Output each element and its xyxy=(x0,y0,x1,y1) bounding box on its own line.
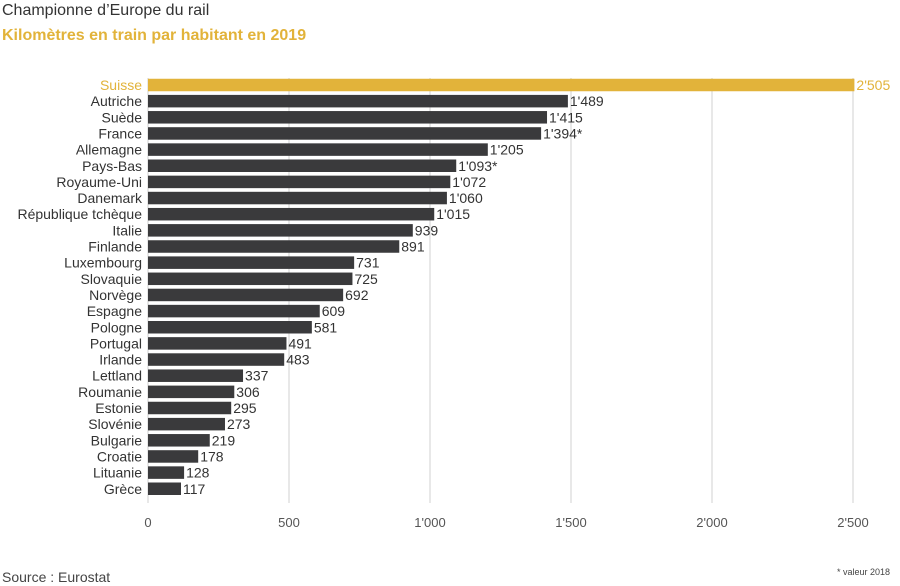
bar xyxy=(148,207,435,221)
value-label: 609 xyxy=(322,303,346,319)
bar xyxy=(148,111,548,124)
category-label: Slovaquie xyxy=(81,271,143,287)
value-label: 692 xyxy=(345,287,369,303)
category-label: Estonie xyxy=(95,400,142,416)
source-note: Source : Eurostat xyxy=(2,569,111,585)
chart-subtitle: Kilomètres en train par habitant en 2019 xyxy=(2,27,307,44)
value-label: 939 xyxy=(415,222,439,238)
bar xyxy=(148,385,235,399)
value-label: 128 xyxy=(186,465,210,481)
bar xyxy=(148,466,185,479)
value-label: 731 xyxy=(356,255,380,271)
value-label: 725 xyxy=(354,271,378,287)
value-label: 219 xyxy=(212,432,236,448)
category-label: Irlande xyxy=(99,352,142,368)
value-label: 1'394* xyxy=(543,125,583,141)
value-label: 2'505 xyxy=(856,77,890,93)
bar xyxy=(148,288,344,302)
x-tick-label: 500 xyxy=(278,515,300,530)
bar xyxy=(148,143,488,156)
category-label: Norvège xyxy=(89,287,142,303)
category-label: Slovénie xyxy=(88,416,142,432)
value-label: 1'415 xyxy=(549,109,583,125)
value-label: 337 xyxy=(245,368,269,384)
value-label: 491 xyxy=(288,335,312,351)
x-tick-label: 1'000 xyxy=(414,515,445,530)
category-label: Roumanie xyxy=(78,384,142,400)
category-label: Pays-Bas xyxy=(82,158,142,174)
x-tick-label: 2'000 xyxy=(696,515,727,530)
bar xyxy=(148,304,320,318)
chart-title: Championne d’Europe du rail xyxy=(2,2,210,19)
value-label: 273 xyxy=(227,416,251,432)
bars xyxy=(148,78,855,495)
category-label: Portugal xyxy=(90,335,142,351)
value-label: 1'072 xyxy=(452,174,486,190)
value-label: 295 xyxy=(233,400,257,416)
bar xyxy=(148,224,413,237)
category-label: Bulgarie xyxy=(91,432,143,448)
category-label: Allemagne xyxy=(76,142,142,158)
x-tick-label: 1'500 xyxy=(555,515,586,530)
bar xyxy=(148,401,232,415)
value-label: 1'015 xyxy=(436,206,470,222)
bar xyxy=(148,272,353,286)
bar xyxy=(148,450,199,463)
bar xyxy=(148,482,181,495)
category-label: France xyxy=(98,125,142,141)
bar xyxy=(148,127,542,140)
bar xyxy=(148,78,855,92)
category-label: Espagne xyxy=(87,303,142,319)
category-label: République tchèque xyxy=(17,206,142,222)
bar xyxy=(148,191,447,205)
category-label: Suède xyxy=(102,109,143,125)
value-label: 483 xyxy=(286,352,310,368)
bar xyxy=(148,240,400,253)
bar xyxy=(148,434,210,447)
value-label: 306 xyxy=(236,384,260,400)
category-label: Royaume-Uni xyxy=(56,174,142,190)
value-label: 1'205 xyxy=(490,142,524,158)
category-label: Pologne xyxy=(91,319,143,335)
category-label: Luxembourg xyxy=(64,255,142,271)
x-tick-label: 2'500 xyxy=(837,515,868,530)
category-label: Lettland xyxy=(92,368,142,384)
bar xyxy=(148,417,225,431)
bar xyxy=(148,175,451,189)
bar xyxy=(148,353,285,366)
category-label: Italie xyxy=(112,222,142,238)
x-axis-ticks: 0 500 1'000 1'500 2'000 2'500 xyxy=(144,515,868,530)
x-tick-label: 0 xyxy=(144,515,151,530)
footnote: * valeur 2018 xyxy=(836,567,890,577)
value-label: 1'093* xyxy=(458,158,498,174)
value-label: 178 xyxy=(200,448,224,464)
value-label: 117 xyxy=(183,481,206,497)
labels: Suisse 2'505 Autriche 1'489 Suède 1'415 France… xyxy=(17,77,890,497)
bar xyxy=(148,369,244,382)
category-label: Danemark xyxy=(77,190,143,206)
bar xyxy=(148,159,457,172)
bar xyxy=(148,337,287,350)
bar xyxy=(148,256,355,269)
bar xyxy=(148,94,568,108)
value-label: 1'060 xyxy=(449,190,483,206)
value-label: 891 xyxy=(401,239,425,255)
category-label: Autriche xyxy=(91,93,143,109)
category-label: Lituanie xyxy=(93,465,142,481)
category-label: Croatie xyxy=(97,448,142,464)
category-label: Grèce xyxy=(104,481,142,497)
category-label: Finlande xyxy=(88,239,142,255)
bar xyxy=(148,321,312,334)
value-label: 581 xyxy=(314,319,338,335)
value-label: 1'489 xyxy=(570,93,604,109)
category-label: Suisse xyxy=(100,77,142,93)
